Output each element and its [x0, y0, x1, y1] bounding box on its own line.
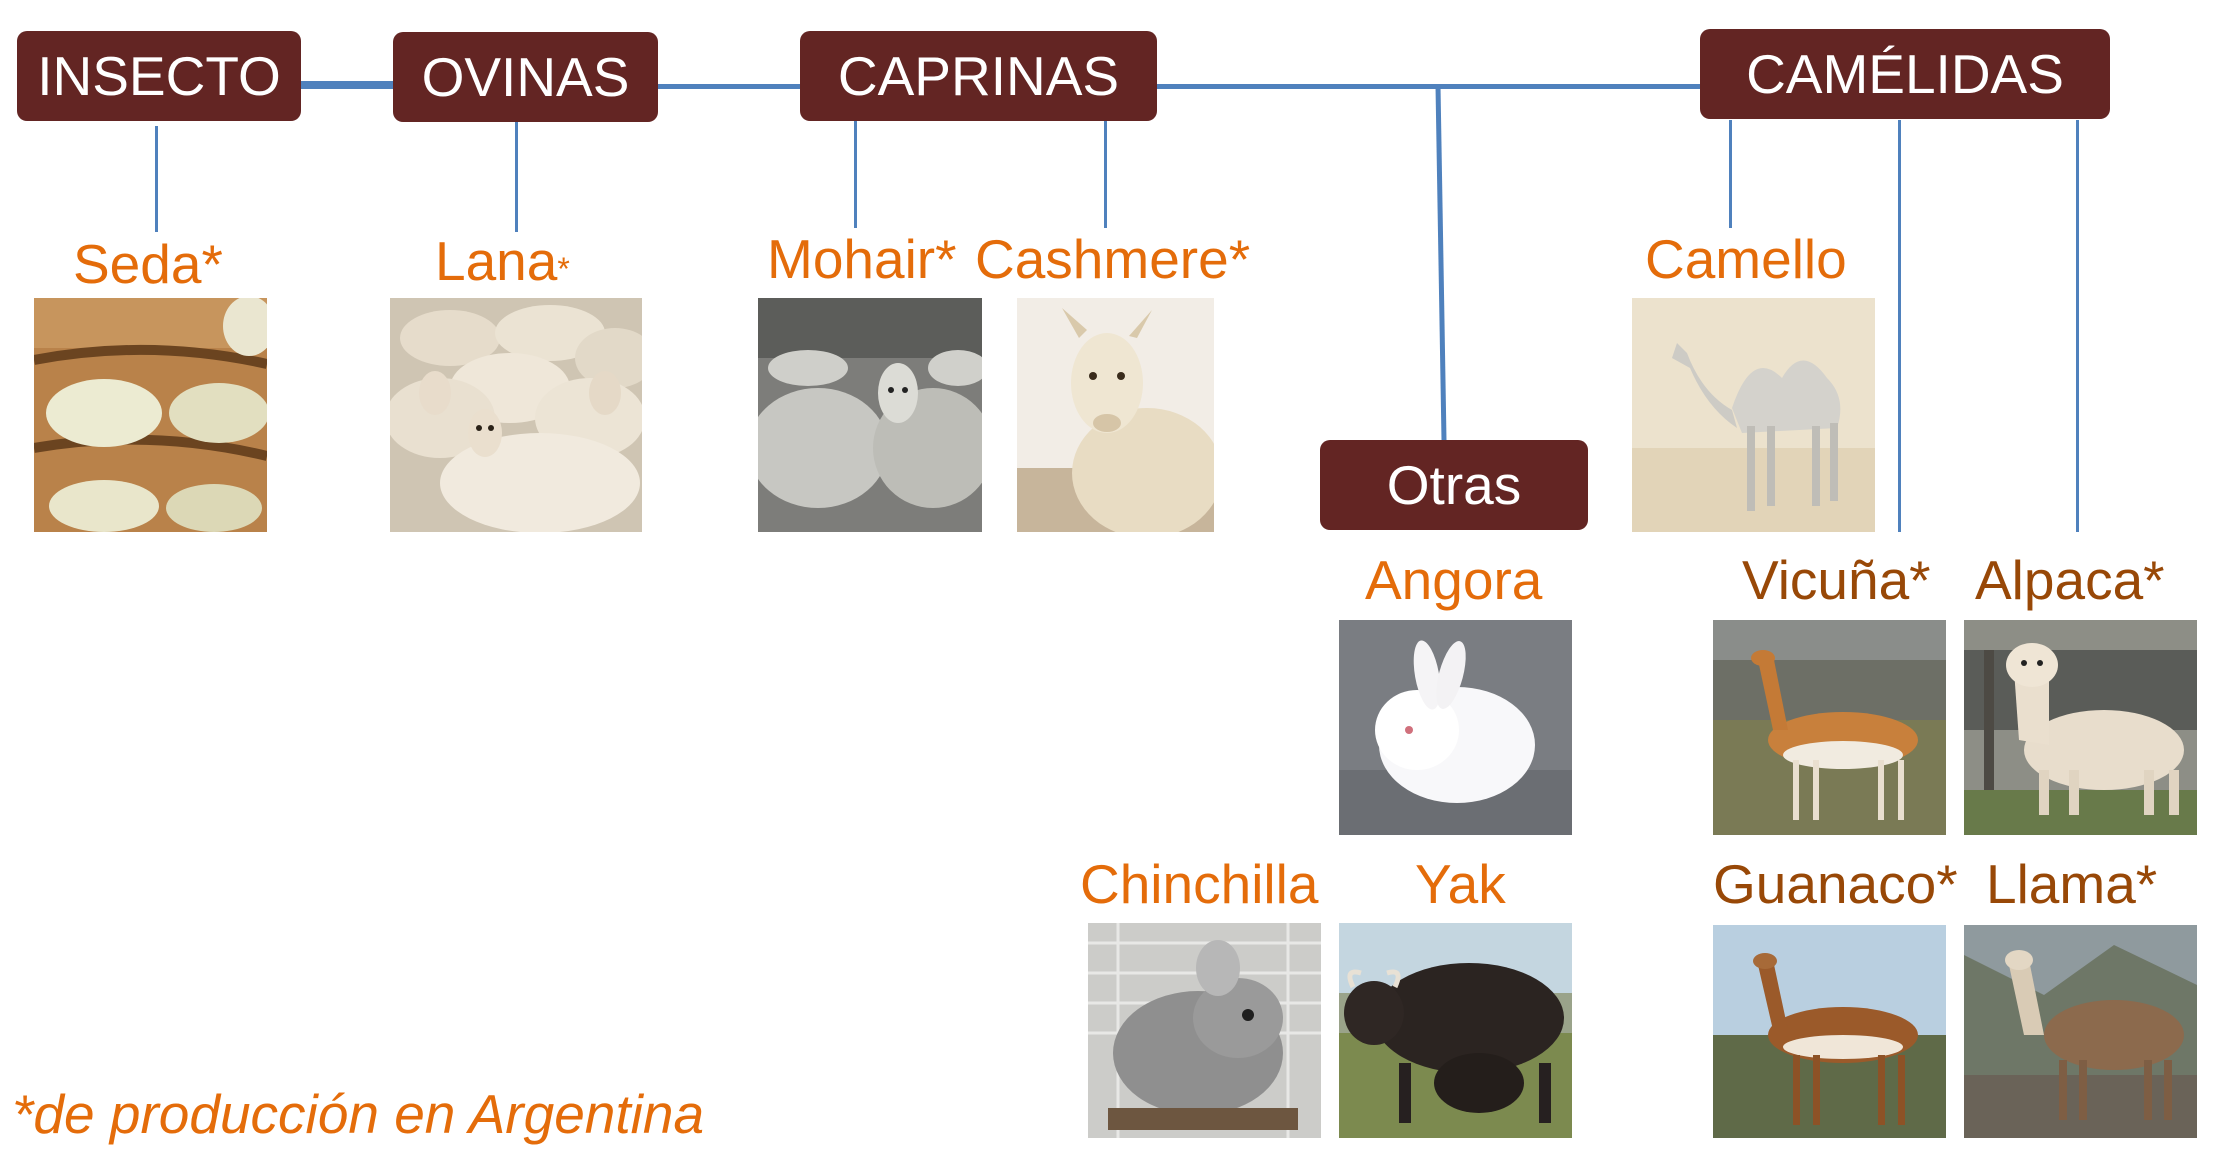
angora-rabbit-photo	[1339, 620, 1572, 835]
label-vicuna: Vicuña*	[1742, 549, 1931, 611]
guanaco-photo	[1713, 925, 1946, 1138]
label-camello: Camello	[1645, 228, 1847, 290]
footnote: *de producción en Argentina	[12, 1083, 705, 1145]
connector-cashmere	[1104, 120, 1107, 228]
sheep-flock-photo	[390, 298, 642, 532]
label-angora: Angora	[1365, 549, 1543, 611]
label-llama: Llama*	[1986, 853, 2158, 915]
connector-mohair	[854, 120, 857, 228]
category-otras: Otras	[1320, 440, 1588, 530]
silk-cocoons-photo	[34, 298, 267, 532]
connector-seda	[155, 126, 158, 232]
label-guanaco: Guanaco*	[1713, 853, 1958, 915]
connector-alpaca	[2076, 120, 2079, 532]
label-seda: Seda*	[73, 233, 223, 295]
yak-photo	[1339, 923, 1572, 1138]
label-lana-text: Lana	[435, 230, 558, 292]
category-insecto: INSECTO	[17, 31, 301, 121]
vicuna-photo	[1713, 620, 1946, 835]
label-chinchilla: Chinchilla	[1080, 853, 1319, 915]
connector-otras-branch	[1435, 85, 1447, 441]
llama-photo	[1964, 925, 2197, 1138]
label-mohair: Mohair*	[767, 228, 957, 290]
connector-lana	[515, 122, 518, 232]
cashmere-goat-photo	[1017, 298, 1214, 532]
category-ovinas: OVINAS	[393, 32, 658, 122]
label-alpaca: Alpaca*	[1975, 549, 2165, 611]
chinchilla-photo	[1088, 923, 1321, 1138]
camel-photo	[1632, 298, 1875, 532]
angora-goats-photo	[758, 298, 982, 532]
label-lana-mark: *	[557, 251, 570, 287]
category-caprinas: CAPRINAS	[800, 31, 1157, 121]
connector-insecto-ovinas	[300, 81, 400, 86]
category-camelidas: CAMÉLIDAS	[1700, 29, 2110, 119]
label-lana: Lana*	[435, 234, 570, 289]
label-cashmere: Cashmere*	[975, 228, 1251, 290]
label-yak: Yak	[1415, 853, 1506, 915]
connector-vicuna	[1898, 120, 1901, 532]
alpaca-photo	[1964, 620, 2197, 835]
connector-camello	[1729, 120, 1732, 228]
